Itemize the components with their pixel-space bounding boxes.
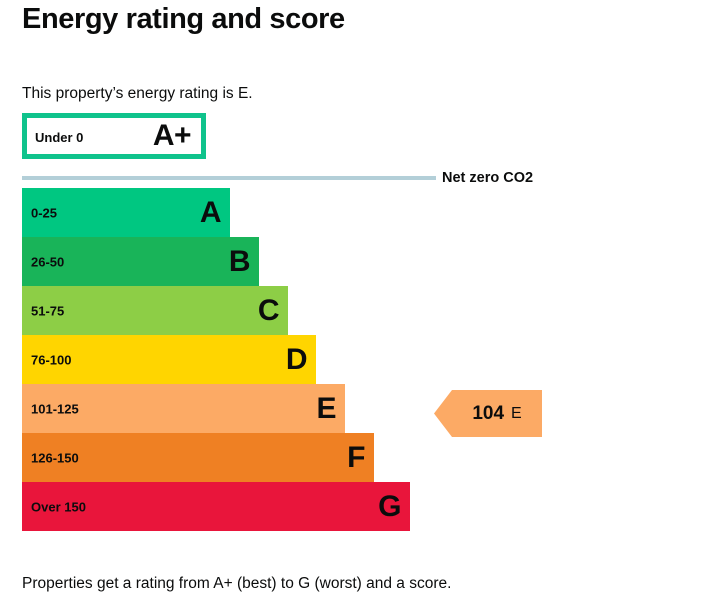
rating-range-e: 101-125	[31, 401, 79, 416]
net-zero-label: Net zero CO2	[442, 170, 534, 186]
rating-bar-e: 101-125 E	[22, 384, 345, 433]
rating-bar-g: Over 150 G	[22, 482, 410, 531]
rating-letter-c: C	[257, 293, 280, 327]
rating-letter-b: B	[228, 244, 251, 278]
rating-range-c: 51-75	[31, 303, 65, 318]
rating-bar-a: 0-25 A	[22, 188, 230, 237]
rating-letter-a: A	[199, 195, 222, 229]
footer-text: Properties get a rating from A+ (best) t…	[22, 574, 452, 592]
current-score-pointer-content: 104 E	[452, 390, 542, 437]
rating-range-a-plus: Under 0	[35, 130, 84, 145]
rating-bar-d: 76-100 D	[22, 335, 316, 384]
page-title: Energy rating and score	[22, 3, 345, 35]
rating-letter-d: D	[285, 342, 308, 376]
rating-range-g: Over 150	[31, 499, 86, 514]
rating-bars: 0-25 A 26-50 B 51-75 C 76-100 D 101-125 …	[22, 188, 410, 531]
current-score-pointer: 104 E	[434, 390, 542, 437]
rating-bar-a-plus: Under 0 A+	[22, 113, 206, 159]
rating-bar-b: 26-50 B	[22, 237, 259, 286]
rating-range-f: 126-150	[31, 450, 79, 465]
rating-letter-e: E	[316, 391, 336, 425]
rating-range-b: 26-50	[31, 254, 65, 269]
intro-text: This property’s energy rating is E.	[22, 84, 253, 102]
rating-letter-f: F	[347, 440, 365, 474]
rating-letter-g: G	[378, 489, 401, 523]
current-score-value: 104	[472, 402, 505, 424]
rating-letter-a-plus: A+	[152, 119, 192, 152]
net-zero-line	[22, 176, 436, 180]
current-score-letter: E	[511, 404, 522, 422]
rating-bar-c: 51-75 C	[22, 286, 288, 335]
rating-bar-f: 126-150 F	[22, 433, 374, 482]
rating-range-d: 76-100	[31, 352, 72, 367]
rating-range-a: 0-25	[31, 205, 58, 220]
